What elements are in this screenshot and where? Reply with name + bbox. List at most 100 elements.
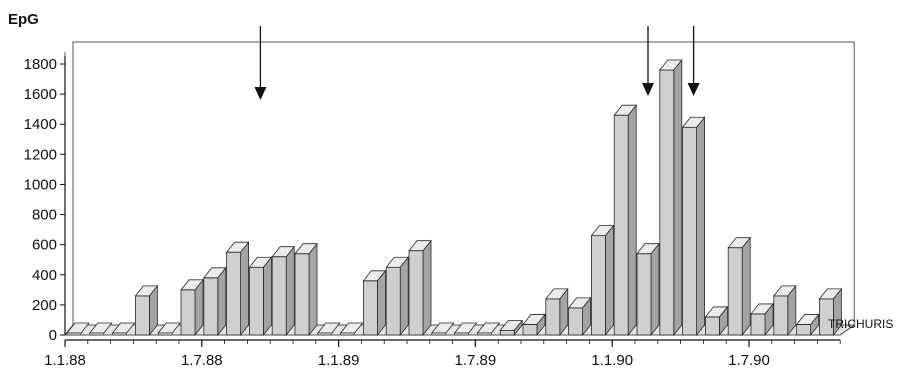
bar: [476, 322, 501, 336]
bar-front: [591, 235, 606, 336]
bar-front: [773, 295, 789, 336]
bar: [636, 242, 660, 337]
y-tick-label: 400: [32, 267, 57, 284]
bar: [750, 302, 774, 337]
bar: [111, 322, 136, 336]
bar: [499, 319, 524, 337]
bar: [294, 242, 318, 337]
x-tick-label: 1.1.90: [591, 352, 633, 369]
bar-top: [613, 104, 638, 116]
bar-front: [112, 332, 127, 336]
bar: [567, 296, 592, 337]
y-tick-label: 1800: [24, 56, 57, 73]
bar-front: [362, 280, 378, 336]
bar: [453, 322, 478, 336]
bar: [727, 236, 752, 337]
y-tick-label: 800: [32, 207, 57, 224]
arrow-head: [254, 87, 267, 100]
bar-side: [399, 256, 409, 337]
bar-top: [681, 116, 706, 128]
bar-side: [308, 242, 318, 337]
floor-right-edge: [839, 324, 855, 336]
bar-top: [225, 241, 250, 253]
bar: [658, 58, 683, 337]
bar-front: [659, 69, 675, 336]
bar-side: [696, 116, 705, 337]
series-label: TRICHURIS: [828, 317, 893, 331]
bar: [134, 284, 159, 337]
bar-side: [673, 58, 683, 337]
bar: [818, 287, 843, 337]
bar-front: [522, 324, 538, 336]
bar-front: [568, 307, 583, 336]
bar-front: [408, 250, 424, 336]
y-tick-label: 1600: [24, 86, 57, 103]
bar: [430, 322, 455, 336]
bar-top: [134, 285, 159, 297]
bar-top: [271, 246, 296, 258]
y-axis-label: EpG: [8, 11, 39, 28]
bar-front: [682, 126, 697, 336]
bar: [248, 256, 273, 337]
bar: [339, 322, 364, 336]
bar-front: [180, 289, 196, 336]
bar-front: [134, 295, 150, 336]
bar-side: [422, 239, 432, 337]
bar: [180, 278, 204, 337]
bar-front: [317, 332, 333, 336]
bar-side: [650, 242, 660, 337]
bar: [225, 241, 250, 337]
bar-front: [248, 266, 264, 336]
bar-front: [750, 313, 766, 336]
x-tick-label: 1.1.88: [44, 352, 86, 369]
bar-front: [385, 266, 401, 336]
bar: [202, 266, 227, 337]
bar-top: [658, 59, 683, 71]
bar-side: [285, 245, 295, 337]
bar: [408, 239, 432, 337]
x-tick-label: 1.7.88: [181, 352, 223, 369]
bar: [681, 116, 706, 337]
bar: [544, 287, 569, 337]
bar: [66, 322, 90, 336]
bar-front: [157, 332, 173, 336]
bar-top: [750, 303, 774, 315]
bar-front: [66, 332, 82, 336]
bar: [88, 322, 113, 336]
bar-front: [796, 324, 811, 336]
bar-front: [431, 332, 447, 336]
bar-side: [627, 104, 637, 337]
bar-top: [385, 256, 410, 268]
bar: [316, 322, 341, 336]
bar: [362, 269, 387, 337]
bar: [590, 224, 615, 337]
bar-front: [203, 277, 219, 336]
arrow-head: [687, 83, 700, 96]
x-tick-label: 1.7.89: [455, 352, 497, 369]
bar-front: [613, 114, 629, 336]
bar-side: [262, 256, 272, 337]
bar-front: [705, 316, 720, 336]
bar-side: [376, 269, 386, 337]
bar-front: [636, 253, 652, 336]
y-tick-label: 1400: [24, 116, 57, 133]
bar-front: [294, 253, 310, 336]
arrow-marker: [687, 26, 700, 96]
bar-front: [271, 256, 287, 336]
bar-side: [741, 236, 751, 337]
bar-top: [294, 243, 318, 255]
bar-top: [727, 237, 752, 249]
bar-top: [704, 306, 729, 318]
bar-group: [66, 58, 843, 337]
bar-top: [818, 288, 843, 300]
bar-top: [795, 314, 820, 325]
bar-top: [180, 279, 204, 291]
bar-top: [202, 267, 227, 279]
bar-top: [248, 256, 273, 268]
bar-top: [522, 314, 546, 325]
bar: [795, 313, 820, 337]
bar: [522, 313, 546, 337]
arrow-marker: [642, 26, 654, 96]
bar-top: [544, 288, 569, 300]
